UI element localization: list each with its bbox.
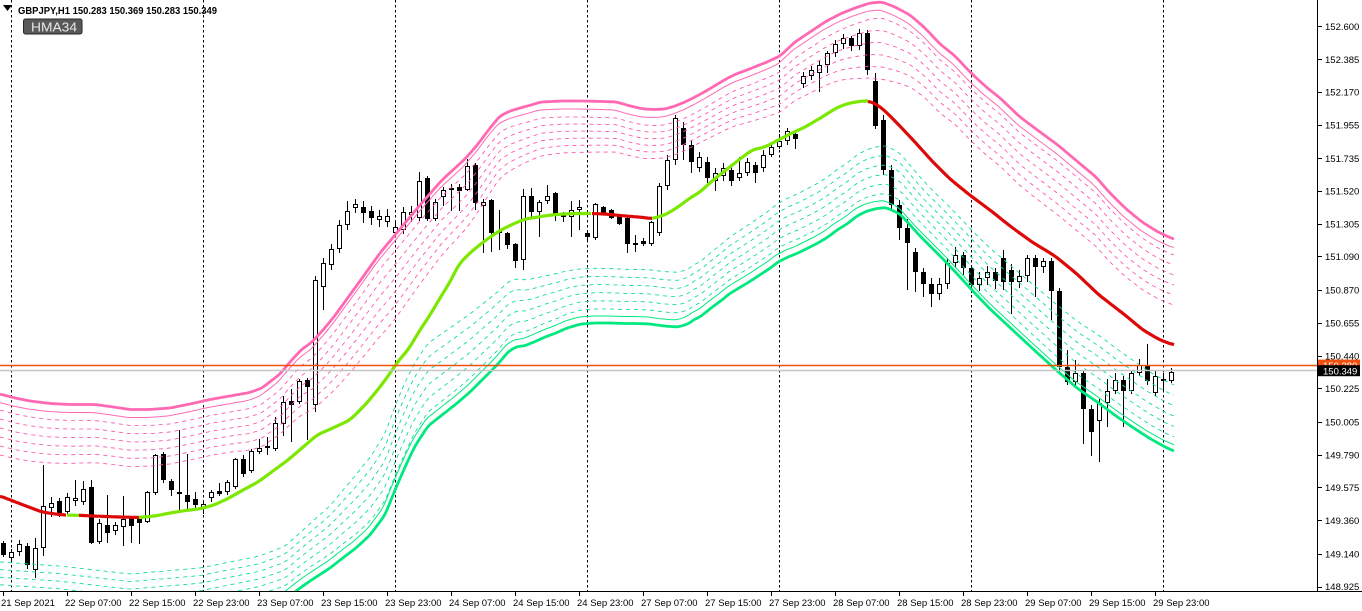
svg-text:29 Sep 23:00: 29 Sep 23:00 [1153, 598, 1210, 609]
svg-text:148.925: 148.925 [1325, 582, 1359, 593]
svg-text:29 Sep 15:00: 29 Sep 15:00 [1089, 598, 1146, 609]
svg-text:24 Sep 23:00: 24 Sep 23:00 [577, 598, 634, 609]
svg-text:151.520: 151.520 [1325, 187, 1359, 198]
svg-text:GBPJPY,H1 150.283 150.369 150: GBPJPY,H1 150.283 150.369 150.283 150.34… [18, 5, 217, 17]
svg-text:24 Sep 15:00: 24 Sep 15:00 [513, 598, 570, 609]
svg-text:27 Sep 23:00: 27 Sep 23:00 [769, 598, 826, 609]
svg-text:28 Sep 15:00: 28 Sep 15:00 [897, 598, 954, 609]
svg-text:150.225: 150.225 [1325, 384, 1359, 395]
svg-text:149.575: 149.575 [1325, 483, 1359, 494]
svg-text:150.005: 150.005 [1325, 418, 1359, 429]
svg-text:151.305: 151.305 [1325, 219, 1359, 230]
svg-text:151.955: 151.955 [1325, 120, 1359, 131]
svg-text:27 Sep 07:00: 27 Sep 07:00 [641, 598, 698, 609]
svg-text:151.735: 151.735 [1325, 154, 1359, 165]
svg-text:150.349: 150.349 [1323, 366, 1357, 377]
svg-text:151.090: 151.090 [1325, 252, 1359, 263]
svg-text:29 Sep 07:00: 29 Sep 07:00 [1025, 598, 1082, 609]
svg-text:149.790: 149.790 [1325, 450, 1359, 461]
svg-text:23 Sep 23:00: 23 Sep 23:00 [385, 598, 442, 609]
svg-text:24 Sep 07:00: 24 Sep 07:00 [449, 598, 506, 609]
svg-text:23 Sep 15:00: 23 Sep 15:00 [321, 598, 378, 609]
svg-text:HMA34: HMA34 [31, 21, 77, 35]
svg-text:23 Sep 07:00: 23 Sep 07:00 [257, 598, 314, 609]
svg-text:22 Sep 23:00: 22 Sep 23:00 [193, 598, 250, 609]
svg-text:150.870: 150.870 [1325, 286, 1359, 297]
svg-text:150.655: 150.655 [1325, 319, 1359, 330]
svg-text:150.440: 150.440 [1325, 351, 1359, 362]
svg-text:152.385: 152.385 [1325, 55, 1359, 66]
svg-text:149.140: 149.140 [1325, 549, 1359, 560]
svg-text:28 Sep 07:00: 28 Sep 07:00 [833, 598, 890, 609]
svg-text:27 Sep 15:00: 27 Sep 15:00 [705, 598, 762, 609]
svg-text:152.600: 152.600 [1325, 22, 1359, 33]
svg-text:22 Sep 15:00: 22 Sep 15:00 [129, 598, 186, 609]
svg-text:21 Sep 2021: 21 Sep 2021 [1, 598, 55, 609]
svg-text:22 Sep 07:00: 22 Sep 07:00 [65, 598, 122, 609]
svg-text:152.170: 152.170 [1325, 88, 1359, 99]
svg-text:149.360: 149.360 [1325, 516, 1359, 527]
svg-text:28 Sep 23:00: 28 Sep 23:00 [961, 598, 1018, 609]
